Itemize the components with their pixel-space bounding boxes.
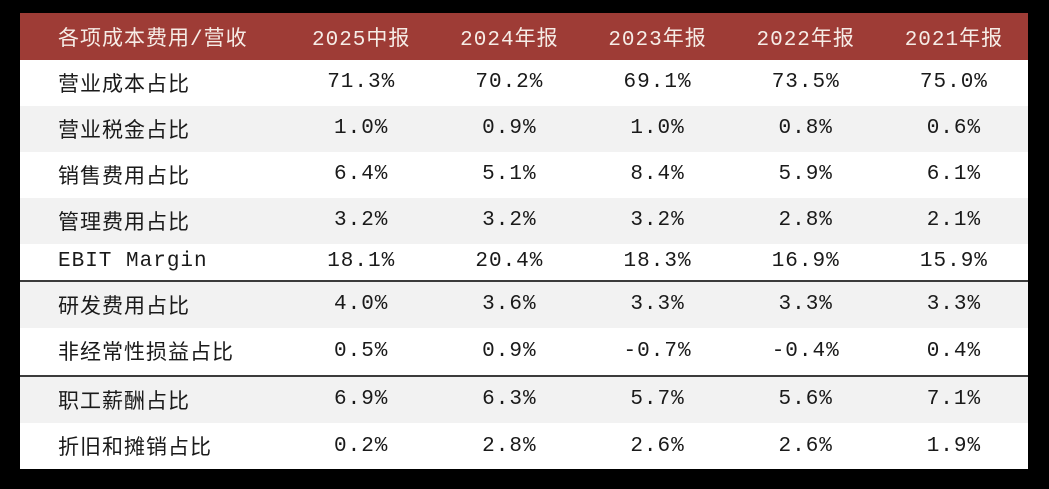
value-cell: 0.4% [879, 328, 1028, 377]
table-row: 职工薪酬占比 6.9% 6.3% 5.7% 5.6% 7.1% [20, 375, 1028, 424]
table-header: 各项成本费用/营收 2025中报 2024年报 2023年报 2022年报 2021年报 [20, 13, 1028, 60]
row-label-cell: 营业成本占比 [58, 74, 190, 98]
value-cell: 2.6% [778, 434, 833, 458]
value-cell: 2.6% [630, 434, 685, 458]
value-cell: 1.0% [333, 117, 389, 141]
value-cell: 6.9% [333, 388, 389, 412]
value-cell: 6.3% [482, 388, 537, 412]
value-cell: 0.8% [778, 117, 833, 141]
value-cell: 5.9% [778, 163, 833, 187]
table-row: 营业税金占比 1.0% 0.9% 1.0% 0.8% 0.6% [20, 105, 1028, 152]
value-cell: 3.3% [630, 293, 685, 317]
value-cell: 5.1% [482, 163, 537, 187]
value-cell: 3.2% [482, 209, 537, 233]
value-cell: 3.2% [333, 209, 389, 233]
row-label-cell: 营业税金占比 [58, 120, 190, 144]
row-label-cell: 折旧和摊销占比 [58, 438, 212, 461]
header-cell-label: 各项成本费用/营收 [20, 13, 288, 60]
row-label-cell: 非经常性损益占比 [20, 328, 288, 377]
value-cell: 2.1% [926, 209, 982, 233]
value-cell: 0.2% [333, 434, 389, 458]
value-cell: 2.8% [778, 209, 833, 233]
value-cell: 18.3% [583, 243, 732, 282]
cost-ratio-table: 各项成本费用/营收 2025中报 2024年报 2023年报 2022年报 2021年报… [20, 13, 1028, 469]
table-row: 营业成本占比 71.3% 70.2% 69.1% 73.5% 75.0% [20, 60, 1028, 106]
row-label-cell: EBIT Margin [20, 243, 288, 282]
value-cell: 1.9% [926, 434, 982, 458]
value-cell: 0.9% [482, 117, 537, 141]
header-cell-period: 2021年报 [879, 13, 1028, 60]
header-cell-period: 2023年报 [583, 13, 732, 60]
value-cell: -0.7% [583, 328, 732, 377]
value-cell: 69.1% [623, 71, 692, 95]
value-cell: 0.6% [926, 117, 982, 141]
table-row: 研发费用占比 4.0% 3.6% 3.3% 3.3% 3.3% [20, 280, 1028, 329]
table-row: 管理费用占比 3.2% 3.2% 3.2% 2.8% 2.1% [20, 197, 1028, 244]
table-row: 销售费用占比 6.4% 5.1% 8.4% 5.9% 6.1% [20, 151, 1028, 198]
value-cell: 16.9% [731, 243, 880, 282]
value-cell: 20.4% [435, 243, 584, 282]
value-cell: 3.3% [926, 293, 982, 317]
value-cell: 3.6% [482, 293, 537, 317]
value-cell: 0.5% [287, 328, 436, 377]
value-cell: 75.0% [919, 71, 988, 95]
value-cell: 6.1% [926, 163, 982, 187]
value-cell: 71.3% [327, 71, 396, 95]
table-row: 非经常性损益占比 0.5% 0.9% -0.7% -0.4% 0.4% [20, 328, 1028, 377]
value-cell: 2.8% [482, 434, 537, 458]
table-row: EBIT Margin 18.1% 20.4% 18.3% 16.9% 15.9% [20, 243, 1028, 282]
header-cell-period: 2025中报 [287, 13, 436, 60]
value-cell: 6.4% [333, 163, 389, 187]
value-cell: 18.1% [287, 243, 436, 282]
value-cell: 15.9% [879, 243, 1028, 282]
value-cell: 70.2% [475, 71, 544, 95]
header-cell-period: 2024年报 [435, 13, 584, 60]
value-cell: 73.5% [771, 71, 840, 95]
value-cell: 1.0% [630, 117, 685, 141]
table-row: 折旧和摊销占比 0.2% 2.8% 2.6% 2.6% 1.9% [20, 423, 1028, 469]
header-cell-period: 2022年报 [731, 13, 880, 60]
table-body: 营业成本占比 71.3% 70.2% 69.1% 73.5% 75.0% 营业税金占比 1.0… [20, 60, 1028, 469]
value-cell: -0.4% [731, 328, 880, 377]
value-cell: 0.9% [435, 328, 584, 377]
value-cell: 4.0% [333, 293, 389, 317]
ratio-table: 各项成本费用/营收 2025中报 2024年报 2023年报 2022年报 2021年报… [20, 13, 1028, 469]
header-row: 各项成本费用/营收 2025中报 2024年报 2023年报 2022年报 2021年报 [20, 13, 1028, 60]
value-cell: 3.2% [630, 209, 685, 233]
row-label-cell: 研发费用占比 [58, 296, 190, 320]
value-cell: 8.4% [630, 163, 685, 187]
value-cell: 5.7% [630, 388, 685, 412]
value-cell: 3.3% [778, 293, 833, 317]
row-label-cell: 职工薪酬占比 [58, 391, 190, 415]
row-label-cell: 销售费用占比 [58, 166, 190, 190]
row-label-cell: 管理费用占比 [58, 212, 190, 236]
value-cell: 5.6% [778, 388, 833, 412]
value-cell: 7.1% [926, 388, 982, 412]
